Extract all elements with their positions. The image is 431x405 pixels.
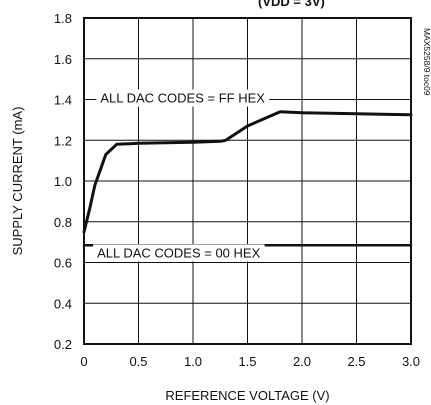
annotation-ff-hex: ALL DAC CODES = FF HEX	[100, 91, 265, 106]
x-tick-label: 0	[80, 354, 87, 369]
y-tick-label: 0.6	[54, 256, 72, 271]
x-tick-label: 1.5	[238, 354, 256, 369]
y-tick-label: 1.8	[54, 11, 72, 26]
x-tick-label: 1.0	[184, 354, 202, 369]
y-tick-label: 0.8	[54, 215, 72, 230]
annotation-ff-hex-background	[96, 89, 270, 107]
series-line-ff-hex	[82, 110, 413, 234]
y-tick-label: 1.2	[54, 133, 72, 148]
annotation-00-hex-background	[93, 244, 265, 262]
y-tick-label: 1.4	[54, 93, 72, 108]
y-tick-labels: 0.2 0.4 0.6 0.8 1.0 1.2 1.4 1.6 1.8	[54, 11, 72, 352]
x-tick-label: 2.0	[293, 354, 311, 369]
y-tick-label: 0.4	[54, 296, 72, 311]
x-tick-label: 2.5	[347, 354, 365, 369]
plot-frame	[83, 17, 412, 345]
x-tick-label: 0.5	[129, 354, 147, 369]
x-tick-labels: 0 0.5 1.0 1.5 2.0 2.5 3.0	[80, 354, 420, 369]
y-axis-label: SUPPLY CURRENT (mA)	[10, 107, 25, 256]
title-fragment: (VDD = 3V)	[258, 0, 325, 9]
y-tick-label: 1.6	[54, 52, 72, 67]
annotation-00-hex: ALL DAC CODES = 00 HEX	[97, 245, 260, 260]
figure-id-watermark: MAX5258/9 toc09	[422, 28, 431, 96]
y-tick-label: 1.0	[54, 174, 72, 189]
x-tick-label: 3.0	[402, 354, 420, 369]
x-axis-label: REFERENCE VOLTAGE (V)	[165, 388, 329, 403]
y-tick-label: 0.2	[54, 337, 72, 352]
grid	[83, 17, 412, 345]
